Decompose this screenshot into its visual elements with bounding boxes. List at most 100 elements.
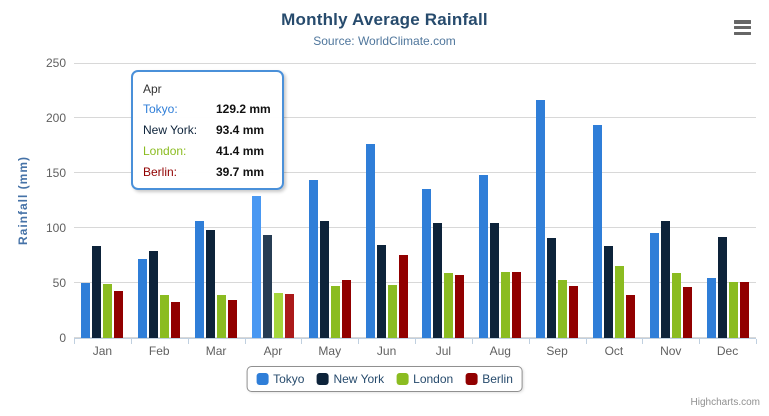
- bar-london-nov[interactable]: [671, 272, 681, 338]
- bar-new-york-sep[interactable]: [547, 237, 557, 338]
- legend-label: Tokyo: [273, 372, 305, 386]
- chart-title: Monthly Average Rainfall: [281, 10, 488, 29]
- credits-link[interactable]: Highcharts.com: [690, 397, 760, 408]
- bar-group-nov: [642, 63, 699, 338]
- bar-new-york-mar[interactable]: [206, 229, 216, 338]
- x-axis-label-feb: Feb: [148, 344, 170, 358]
- bar-group-aug: [472, 63, 529, 338]
- legend-item-new-york[interactable]: New York: [316, 372, 384, 386]
- x-axis-label-jan: Jan: [92, 344, 113, 358]
- bar-new-york-apr[interactable]: [262, 235, 272, 338]
- y-axis-title: Rainfall (mm): [16, 156, 30, 246]
- tooltip-row-new-york-: New York: 93.4 mm: [143, 120, 272, 141]
- bar-tokyo-dec[interactable]: [706, 278, 716, 338]
- bar-tokyo-oct[interactable]: [592, 124, 602, 338]
- hamburger-icon: [734, 25, 751, 30]
- plot-area: [74, 63, 756, 339]
- bar-new-york-oct[interactable]: [603, 246, 613, 338]
- bar-berlin-mar[interactable]: [228, 300, 238, 338]
- bar-group-dec: [699, 63, 756, 338]
- bar-berlin-sep[interactable]: [569, 285, 579, 338]
- legend-label: New York: [333, 372, 385, 386]
- bar-new-york-jul[interactable]: [433, 222, 443, 338]
- bar-berlin-feb[interactable]: [171, 301, 181, 338]
- legend-item-berlin[interactable]: Berlin: [465, 372, 513, 386]
- x-axis-tick: [187, 339, 189, 344]
- bar-tokyo-mar[interactable]: [195, 221, 205, 338]
- bar-new-york-dec[interactable]: [717, 236, 727, 338]
- bar-group-may: [301, 63, 358, 338]
- x-axis-tick: [415, 339, 416, 344]
- x-axis-label-mar: Mar: [205, 344, 227, 358]
- bar-london-feb[interactable]: [160, 295, 170, 338]
- bar-london-jan[interactable]: [103, 284, 113, 338]
- x-axis-label-aug: Aug: [489, 344, 511, 358]
- tooltip-row-berlin-: Berlin: 39.7 mm: [143, 162, 272, 183]
- tooltip-series-label: Berlin:: [143, 165, 178, 179]
- x-axis-tick: [528, 339, 530, 344]
- bar-tokyo-feb[interactable]: [138, 259, 148, 338]
- bar-london-mar[interactable]: [217, 294, 227, 338]
- x-axis-label-dec: Dec: [716, 344, 739, 358]
- bar-london-oct[interactable]: [614, 266, 624, 338]
- bar-tokyo-sep[interactable]: [536, 100, 546, 338]
- bar-berlin-jun[interactable]: [398, 255, 408, 338]
- bar-london-dec[interactable]: [728, 281, 738, 338]
- bar-berlin-jul[interactable]: [455, 274, 465, 338]
- bar-london-apr[interactable]: [273, 292, 283, 338]
- tooltip-series-label: Tokyo:: [143, 102, 178, 116]
- bar-tokyo-may[interactable]: [308, 179, 318, 338]
- y-axis-label: 150: [45, 166, 66, 180]
- export-menu-button[interactable]: [734, 20, 751, 35]
- bar-berlin-dec[interactable]: [739, 281, 749, 338]
- legend-symbol-berlin: [465, 373, 478, 385]
- bar-tokyo-aug[interactable]: [479, 174, 489, 338]
- bar-berlin-apr[interactable]: [284, 294, 294, 338]
- y-axis-label: 100: [45, 221, 66, 235]
- tooltip-series-value: 39.7 mm: [216, 165, 265, 179]
- bar-tokyo-jun[interactable]: [365, 144, 375, 338]
- bar-new-york-jan[interactable]: [92, 246, 102, 338]
- bar-berlin-jan[interactable]: [114, 291, 124, 338]
- legend-symbol-new-york: [316, 373, 329, 385]
- legend-label: London: [413, 372, 454, 386]
- tooltip-series-label: New York:: [143, 123, 198, 137]
- bar-london-jul[interactable]: [444, 273, 454, 338]
- y-axis-label: 200: [45, 111, 66, 125]
- bar-berlin-may[interactable]: [341, 280, 351, 338]
- x-axis-tick: [301, 339, 303, 344]
- bar-london-sep[interactable]: [558, 280, 568, 338]
- x-axis-tick: [585, 339, 587, 344]
- x-axis-label-sep: Sep: [546, 344, 568, 358]
- x-axis-tick: [358, 339, 360, 344]
- x-axis-tick: [244, 339, 246, 344]
- bar-tokyo-apr[interactable]: [251, 195, 261, 338]
- x-axis-label-jul: Jul: [435, 344, 452, 358]
- bar-new-york-feb[interactable]: [149, 251, 159, 338]
- legend-item-london[interactable]: London: [396, 372, 453, 386]
- y-axis-label: 50: [52, 276, 66, 290]
- bar-berlin-nov[interactable]: [682, 286, 692, 338]
- bar-london-may[interactable]: [330, 286, 340, 338]
- x-axis-tick: [642, 339, 644, 344]
- bar-tokyo-jan[interactable]: [81, 283, 91, 338]
- x-axis-tick: [471, 339, 473, 344]
- y-axis-label: 0: [59, 331, 66, 345]
- hamburger-icon: [734, 20, 751, 24]
- bar-new-york-nov[interactable]: [660, 220, 670, 338]
- tooltip-series-value: 93.4 mm: [216, 123, 265, 137]
- bar-berlin-oct[interactable]: [625, 295, 635, 338]
- bar-tokyo-jul[interactable]: [422, 188, 432, 338]
- x-axis-tick: [756, 339, 757, 344]
- x-axis-tick: [74, 339, 75, 344]
- bar-london-aug[interactable]: [501, 272, 511, 338]
- bar-tokyo-nov[interactable]: [649, 232, 659, 338]
- legend-item-tokyo[interactable]: Tokyo: [256, 372, 304, 386]
- bar-new-york-jun[interactable]: [376, 245, 386, 338]
- bar-london-jun[interactable]: [387, 284, 397, 338]
- bar-berlin-aug[interactable]: [512, 271, 522, 338]
- x-axis-label-oct: Oct: [604, 344, 624, 358]
- bar-group-jul: [415, 63, 472, 338]
- bar-new-york-may[interactable]: [319, 221, 329, 338]
- bar-new-york-aug[interactable]: [490, 223, 500, 338]
